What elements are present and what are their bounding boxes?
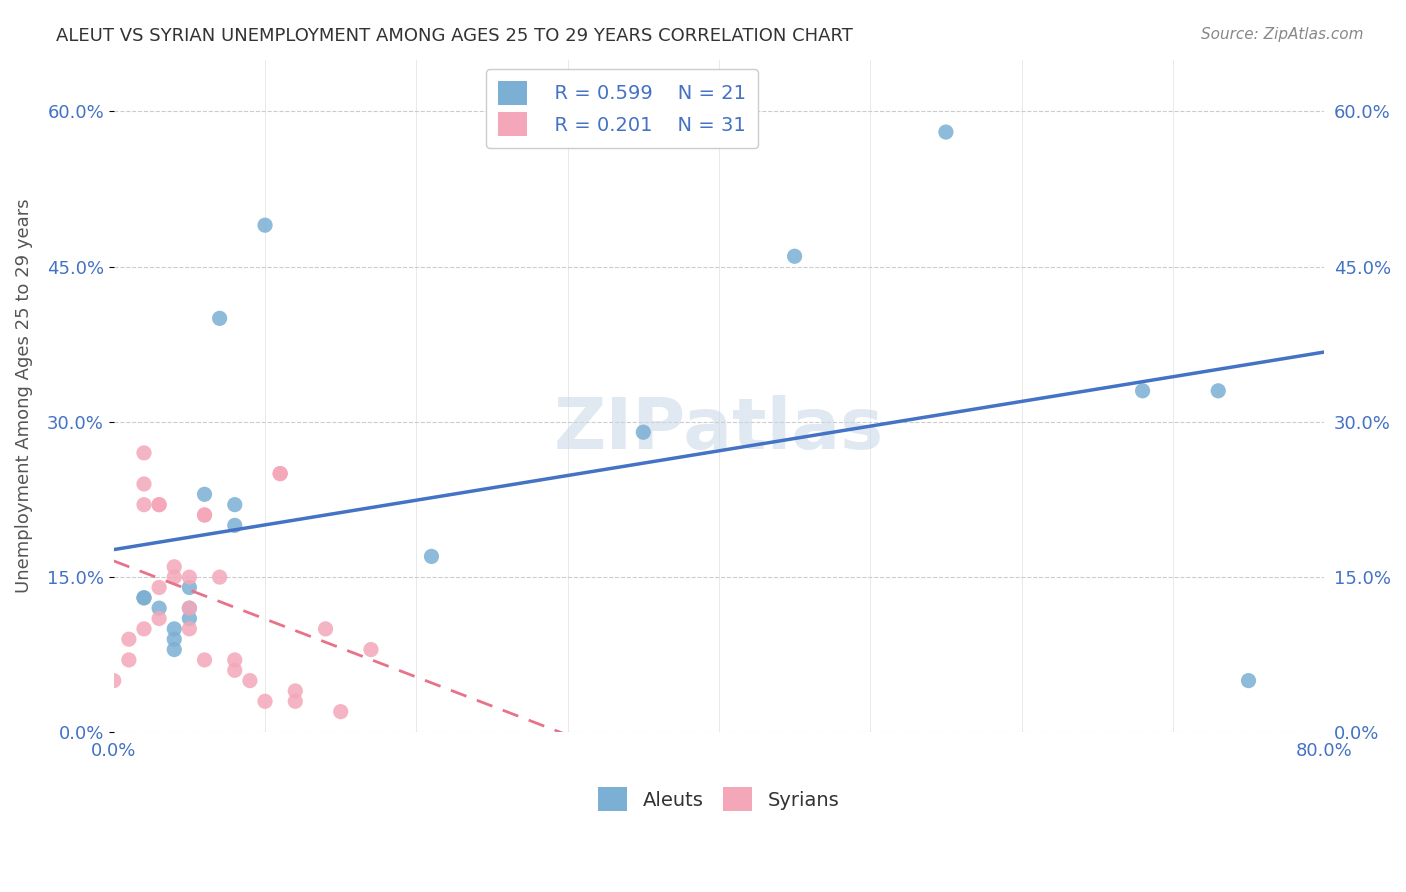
Point [118,632,141,647]
Point [284,684,307,698]
Point [360,642,382,657]
Point [148,498,170,512]
Point [132,622,155,636]
Point [224,653,246,667]
Point [1206,384,1229,398]
Point [148,498,170,512]
Point [179,601,201,615]
Point [1237,673,1260,688]
Point [163,642,186,657]
Point [132,477,155,491]
Point [132,591,155,605]
Point [148,581,170,595]
Point [224,518,246,533]
Point [148,601,170,615]
Point [179,611,201,625]
Point [420,549,443,564]
Point [193,508,215,522]
Point [633,425,655,440]
Point [315,622,337,636]
Point [163,632,186,647]
Point [163,559,186,574]
Point [179,581,201,595]
Point [329,705,352,719]
Point [193,487,215,501]
Text: ALEUT VS SYRIAN UNEMPLOYMENT AMONG AGES 25 TO 29 YEARS CORRELATION CHART: ALEUT VS SYRIAN UNEMPLOYMENT AMONG AGES … [56,27,853,45]
Point [163,570,186,584]
Point [224,498,246,512]
Point [132,498,155,512]
Point [224,663,246,677]
Point [118,653,141,667]
Text: Source: ZipAtlas.com: Source: ZipAtlas.com [1201,27,1364,42]
Point [208,311,231,326]
Point [179,601,201,615]
Point [179,622,201,636]
Point [1132,384,1154,398]
Point [163,622,186,636]
Point [193,653,215,667]
Text: ZIPatlas: ZIPatlas [554,395,884,464]
Point [132,446,155,460]
Point [935,125,957,139]
Point [269,467,291,481]
Y-axis label: Unemployment Among Ages 25 to 29 years: Unemployment Among Ages 25 to 29 years [15,199,32,593]
Point [132,591,155,605]
Point [193,508,215,522]
Point [148,611,170,625]
Point [208,570,231,584]
Point [783,249,806,263]
Point [269,467,291,481]
Point [254,218,277,232]
Point [254,694,277,708]
Point [284,694,307,708]
Point [239,673,262,688]
Point [179,570,201,584]
Legend: Aleuts, Syrians: Aleuts, Syrians [586,776,852,822]
Point [103,673,125,688]
